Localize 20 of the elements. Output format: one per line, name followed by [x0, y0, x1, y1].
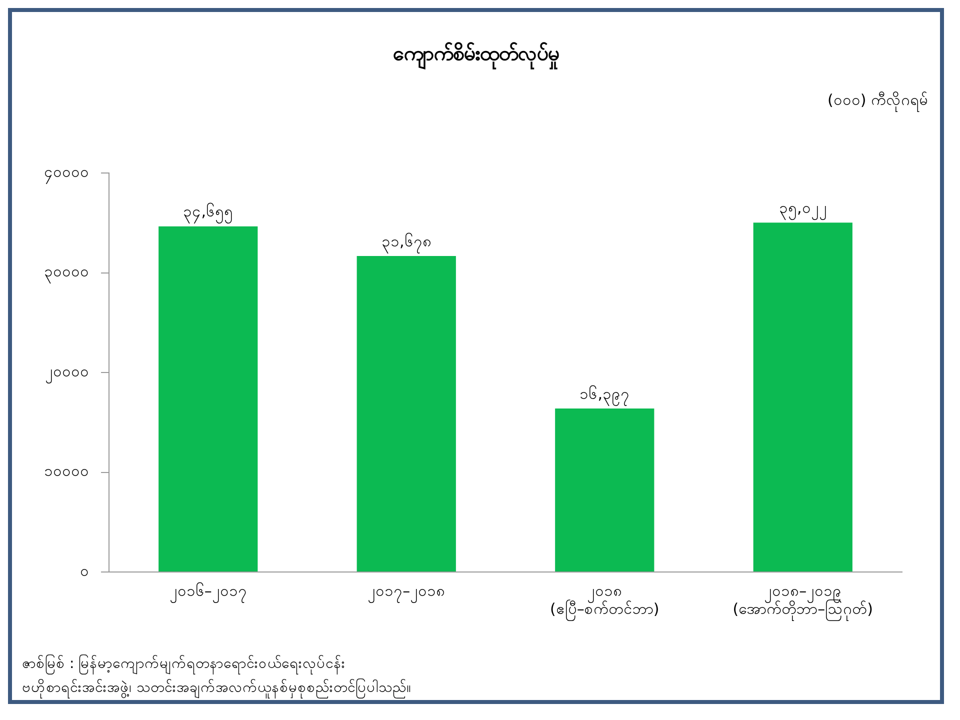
x-tick-label: ၂၀၁၆–၂၀၁၇: [169, 582, 247, 603]
x-tick-label: ၂၀၁၇–၂၀၁၈: [368, 582, 446, 603]
bar: [555, 408, 654, 572]
chart-title: ကျောက်စိမ်းထုတ်လုပ်မှု: [392, 40, 560, 70]
bar: [158, 226, 258, 572]
data-label: ၁၆,၃၉၇: [580, 384, 630, 406]
x-tick-label: ၂၀၁၈–၂၀၁၉ (အောက်တိုဘာ–ဩဂုတ်): [732, 582, 873, 621]
data-label: ၃၅,၀၂၂: [778, 199, 827, 220]
y-tick-label: ၁၀၀၀၀: [44, 462, 89, 480]
bar: [753, 222, 852, 572]
bar: [356, 256, 456, 572]
text: ဇာစ်မြစ် : မြန်မာ့ကျောက်မျက်ရတနာရောင်းဝယ်ရေးလုပ်ငန်း ဗဟိုစာရင်းအင်းအဖွဲ့၊ သတင်းအချက်အလက်ယူနစ်မှစုစည်းတင်ပြပါသည်။: [22, 654, 412, 700]
y-tick-label: ၄၀၀၀၀: [44, 162, 89, 184]
data-label: ၃၄,၆၅၅: [183, 202, 234, 224]
text: (၀၀၀) ကီလိုဂရမ်: [828, 90, 928, 112]
y-tick-label: ၀: [80, 562, 89, 580]
data-label: ၃၁,၆၇၈: [381, 232, 432, 254]
y-tick-label: ၂၀၀၀၀: [45, 362, 89, 384]
y-tick-label: ၃၀၀၀၀: [44, 262, 89, 284]
x-tick-label: ၂၀၁၈ (ဧပြီ–စက်တင်ဘာ): [550, 582, 660, 621]
